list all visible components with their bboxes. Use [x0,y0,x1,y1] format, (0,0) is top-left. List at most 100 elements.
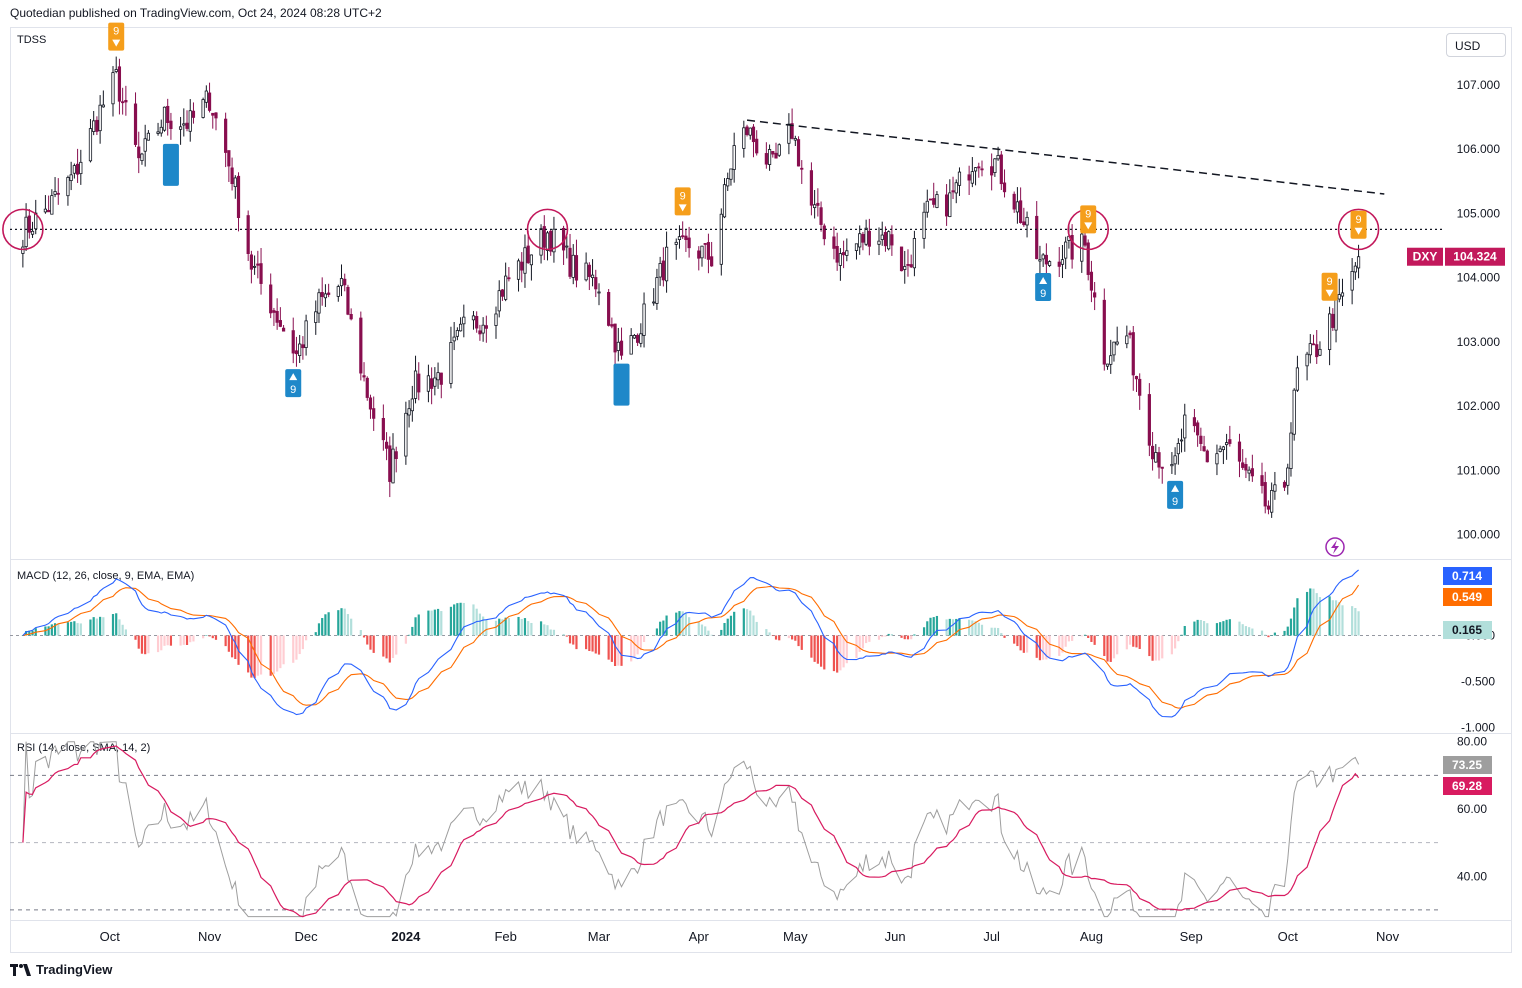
candle-body [388,445,392,482]
macd-histogram-bar [704,626,707,636]
macd-histogram-bar [552,629,556,636]
macd-histogram-bar [726,618,729,636]
candle-body [1266,505,1271,510]
macd-histogram-bar [449,606,453,636]
macd-histogram-bar [453,604,456,636]
candle-body [935,194,939,208]
macd-histogram-bar [147,635,150,654]
macd-histogram-bar [1157,635,1161,661]
macd-histogram-bar [305,635,308,641]
macd-histogram-bar [816,635,819,664]
candle-body [816,202,820,206]
macd-histogram-bar [665,615,668,636]
macd-histogram-bar [662,620,665,636]
macd-histogram-bar [53,623,57,636]
macd-histogram-bar [794,635,797,641]
candle-body [224,118,228,153]
macd-histogram-bar [1151,635,1154,661]
macd-histogram-bar [1260,630,1264,636]
time-tick-label: Jul [983,929,1000,944]
macd-histogram-bar [1222,621,1225,636]
macd-histogram-bar [472,604,475,636]
macd-signal-line [22,584,1360,709]
macd-histogram-bar [298,635,301,655]
candle-body [767,149,772,165]
macd-histogram-bar [1312,588,1315,636]
candle-body [1064,241,1068,259]
candle-body [504,275,508,300]
macd-histogram-bar [350,618,353,636]
candle-body [732,145,736,170]
candle-body [1105,363,1110,367]
candle-body [948,192,952,217]
candle-body [56,192,60,195]
macd-histogram-bar [655,628,659,636]
candle-body [925,200,929,213]
candle-body [1102,299,1106,365]
candle-body [854,243,859,251]
macd-tick-label: -0.500 [1461,674,1495,688]
candle-body [21,246,25,254]
tdss-sell-marker [674,187,691,216]
macd-histogram-bar [144,635,147,655]
flash-icon[interactable] [1325,537,1345,557]
candle-body [449,342,453,384]
main-pane-title: TDSS [17,34,47,46]
macd-histogram-bar [411,626,414,636]
macd-histogram-bar [1289,618,1293,636]
macd-histogram-bar [321,618,324,636]
macd-value-label: 0.549 [1452,590,1482,604]
candle-body [75,163,80,175]
candle-body [1176,442,1180,455]
macd-histogram-bar [137,635,140,649]
candle-body [426,375,431,392]
macd-histogram-bar [607,635,610,660]
macd-histogram-bar [1296,598,1299,636]
macd-histogram-bar [76,623,79,636]
macd-histogram-bar [1161,635,1164,659]
candle-body [909,264,913,268]
candle-body [1015,201,1020,213]
macd-histogram-bar [427,610,430,636]
candle-body [278,320,282,327]
macd-histogram-bar [980,624,984,636]
macd-histogram-bar [549,629,552,636]
tradingview-footer[interactable]: TradingView [10,962,112,977]
candle-body [755,138,759,154]
candle-body [381,417,385,441]
candle-body [1311,343,1316,346]
macd-histogram-bar [823,635,826,670]
macd-histogram-bar [774,635,778,640]
time-tick-label: Mar [588,929,611,944]
candle-body [146,132,150,141]
currency-button[interactable]: USD [1446,33,1506,57]
macd-histogram-bar [89,619,92,636]
macd-histogram-bar [1341,605,1344,636]
candle-body [301,344,305,349]
macd-histogram-bar [707,630,710,636]
candle-body [314,311,318,323]
candle-body [1250,468,1254,477]
macd-histogram-bar [372,635,375,653]
macd-histogram-bar [855,635,858,659]
macd-histogram-bar [819,635,823,667]
rsi-value-label: 73.25 [1452,758,1482,772]
candle-body [72,165,76,174]
macd-histogram-bar [842,635,845,668]
macd-histogram-bar [565,635,568,637]
candle-body [996,155,1000,160]
candle-body [327,292,331,295]
candle-body [796,139,801,167]
macd-histogram-bar [214,635,218,640]
candle-body [1083,235,1087,246]
candle-body [1138,378,1142,396]
tdss-count-label: 9 [290,384,296,396]
macd-histogram-bar [202,635,205,639]
candle-body [684,235,688,241]
candle-body [993,158,997,173]
macd-histogram-bar [1154,635,1157,661]
candle-body [664,246,669,282]
candle-body [790,123,794,139]
macd-histogram-bar [1264,634,1267,636]
